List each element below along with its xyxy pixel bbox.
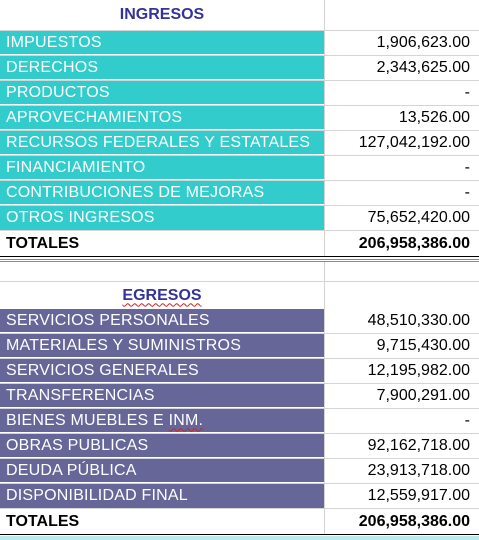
egresos-value-cell[interactable]: 9,715,430.00: [324, 334, 479, 358]
egresos-value-cell[interactable]: -: [324, 409, 479, 433]
ingresos-label-cell[interactable]: CONTRIBUCIONES DE MEJORAS: [0, 181, 324, 205]
egresos-label-cell[interactable]: DISPONIBILIDAD FINAL: [0, 484, 324, 508]
egresos-value-cell[interactable]: 12,559,917.00: [324, 484, 479, 508]
ingresos-label-cell[interactable]: APROVECHAMIENTOS: [0, 106, 324, 130]
egresos-value-cell[interactable]: 48,510,330.00: [324, 309, 479, 333]
ingresos-total-row[interactable]: TOTALES 206,958,386.00: [0, 231, 479, 257]
ingresos-value-cell[interactable]: -: [324, 181, 479, 205]
ingresos-row[interactable]: CONTRIBUCIONES DE MEJORAS -: [0, 181, 479, 206]
egresos-label-text: BIENES MUEBLES E: [6, 411, 169, 429]
egresos-row[interactable]: TRANSFERENCIAS 7,900,291.00: [0, 384, 479, 409]
egresos-header-row[interactable]: EGRESOS: [0, 282, 479, 309]
ingresos-header-row[interactable]: INGRESOS: [0, 0, 479, 31]
egresos-row[interactable]: MATERIALES Y SUMINISTROS 9,715,430.00: [0, 334, 479, 359]
egresos-title: EGRESOS: [122, 286, 202, 304]
egresos-value-cell[interactable]: 12,195,982.00: [324, 359, 479, 383]
egresos-label-cell[interactable]: SERVICIOS PERSONALES: [0, 309, 324, 333]
egresos-header-cell[interactable]: EGRESOS: [0, 282, 324, 309]
ingresos-label-cell[interactable]: FINANCIAMIENTO: [0, 156, 324, 180]
ingresos-row[interactable]: RECURSOS FEDERALES Y ESTATALES 127,042,1…: [0, 131, 479, 156]
ingresos-value-cell[interactable]: 2,343,625.00: [324, 56, 479, 80]
ingresos-header-value-cell[interactable]: [324, 0, 479, 30]
ingresos-label-cell[interactable]: OTROS INGRESOS: [0, 206, 324, 230]
egresos-label-cell[interactable]: OBRAS PUBLICAS: [0, 434, 324, 458]
egresos-value-cell[interactable]: 23,913,718.00: [324, 459, 479, 483]
ingresos-label-cell[interactable]: RECURSOS FEDERALES Y ESTATALES: [0, 131, 324, 155]
egresos-label-cell[interactable]: BIENES MUEBLES E INM.: [0, 409, 324, 433]
ingresos-row[interactable]: APROVECHAMIENTOS 13,526.00: [0, 106, 479, 131]
egresos-row[interactable]: SERVICIOS GENERALES 12,195,982.00: [0, 359, 479, 384]
ingresos-row[interactable]: PRODUCTOS -: [0, 81, 479, 106]
section-divider: [0, 259, 479, 262]
egresos-label-cell[interactable]: DEUDA PÚBLICA: [0, 459, 324, 483]
ingresos-title: INGRESOS: [119, 6, 205, 23]
egresos-row[interactable]: DISPONIBILIDAD FINAL 12,559,917.00: [0, 484, 479, 509]
egresos-row[interactable]: BIENES MUEBLES E INM. -: [0, 409, 479, 434]
egresos-label-cell[interactable]: MATERIALES Y SUMINISTROS: [0, 334, 324, 358]
next-row-strip: [0, 536, 479, 540]
empty-cell[interactable]: [0, 262, 324, 281]
spellcheck-marked-text: INM.: [168, 411, 204, 429]
egresos-label-cell[interactable]: TRANSFERENCIAS: [0, 384, 324, 408]
egresos-row[interactable]: OBRAS PUBLICAS 92,162,718.00: [0, 434, 479, 459]
ingresos-row[interactable]: DERECHOS 2,343,625.00: [0, 56, 479, 81]
ingresos-value-cell[interactable]: -: [324, 81, 479, 105]
ingresos-value-cell[interactable]: 13,526.00: [324, 106, 479, 130]
empty-value-cell[interactable]: [324, 262, 479, 281]
egresos-row[interactable]: DEUDA PÚBLICA 23,913,718.00: [0, 459, 479, 484]
ingresos-total-value[interactable]: 206,958,386.00: [324, 231, 479, 256]
ingresos-row[interactable]: IMPUESTOS 1,906,623.00: [0, 31, 479, 56]
ingresos-value-cell[interactable]: 1,906,623.00: [324, 31, 479, 55]
egresos-label-cell[interactable]: SERVICIOS GENERALES: [0, 359, 324, 383]
egresos-value-cell[interactable]: 92,162,718.00: [324, 434, 479, 458]
ingresos-header-cell[interactable]: INGRESOS: [0, 0, 324, 30]
egresos-total-value[interactable]: 206,958,386.00: [324, 509, 479, 534]
egresos-value-cell[interactable]: 7,900,291.00: [324, 384, 479, 408]
ingresos-row[interactable]: OTROS INGRESOS 75,652,420.00: [0, 206, 479, 231]
egresos-total-row[interactable]: TOTALES 206,958,386.00: [0, 509, 479, 535]
ingresos-label-cell[interactable]: PRODUCTOS: [0, 81, 324, 105]
ingresos-value-cell[interactable]: 75,652,420.00: [324, 206, 479, 230]
egresos-row[interactable]: SERVICIOS PERSONALES 48,510,330.00: [0, 309, 479, 334]
ingresos-label-cell[interactable]: DERECHOS: [0, 56, 324, 80]
ingresos-label-cell[interactable]: IMPUESTOS: [0, 31, 324, 55]
ingresos-value-cell[interactable]: -: [324, 156, 479, 180]
ingresos-total-label[interactable]: TOTALES: [6, 234, 80, 252]
ingresos-value-cell[interactable]: 127,042,192.00: [324, 131, 479, 155]
empty-row[interactable]: [0, 262, 479, 282]
ingresos-row[interactable]: FINANCIAMIENTO -: [0, 156, 479, 181]
egresos-header-value-cell[interactable]: [324, 282, 479, 309]
egresos-total-label[interactable]: TOTALES: [6, 512, 80, 530]
